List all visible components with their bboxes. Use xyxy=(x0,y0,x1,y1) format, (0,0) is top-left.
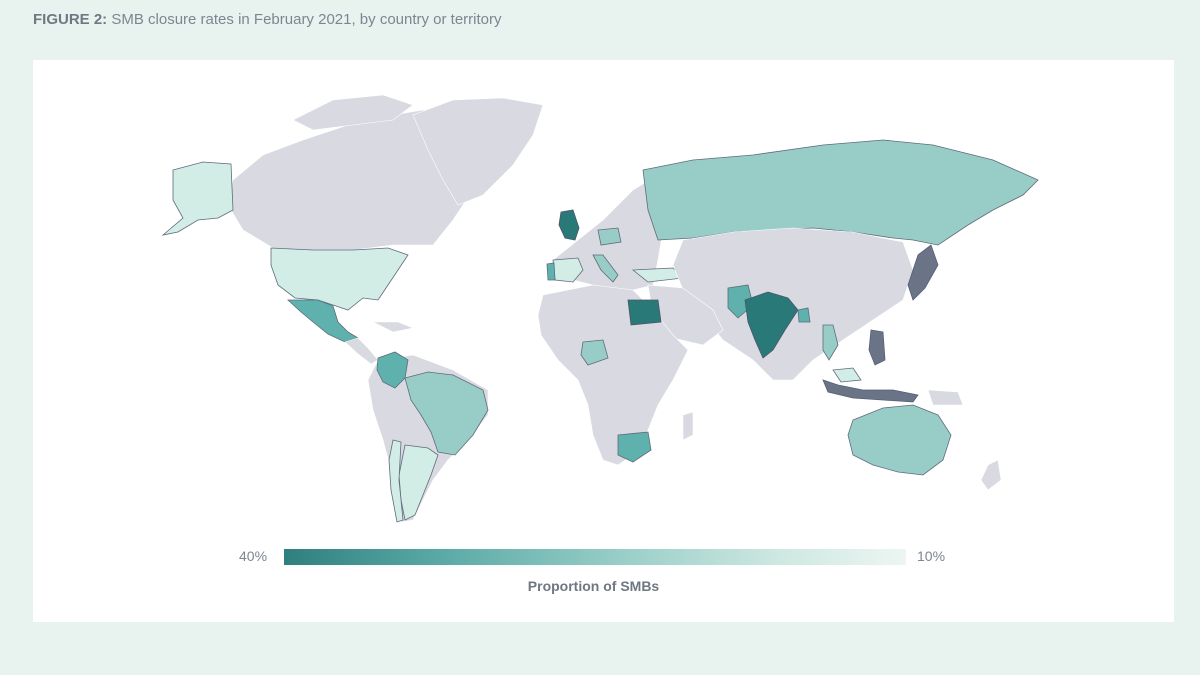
figure-title: FIGURE 2: SMB closure rates in February … xyxy=(33,11,502,28)
region-united-states[interactable] xyxy=(270,247,409,311)
region-colombia[interactable] xyxy=(376,351,409,389)
region-malaysia[interactable] xyxy=(832,367,862,383)
region-portugal[interactable] xyxy=(546,262,556,281)
region-new-zealand[interactable] xyxy=(980,459,1002,491)
region-png[interactable] xyxy=(927,389,964,406)
legend-min-label: 40% xyxy=(239,548,268,564)
region-japan[interactable] xyxy=(907,244,939,301)
figure-label: FIGURE 2: xyxy=(33,11,108,28)
region-australia[interactable] xyxy=(847,404,952,476)
region-italy[interactable] xyxy=(592,254,619,283)
map-card: 40% 10% Proportion of SMBs xyxy=(33,60,1174,622)
region-poland[interactable] xyxy=(597,227,622,246)
region-russia[interactable] xyxy=(642,139,1039,246)
legend-color-scale xyxy=(284,549,906,565)
region-chile[interactable] xyxy=(388,439,404,523)
region-central-america[interactable] xyxy=(344,337,379,365)
region-south-africa[interactable] xyxy=(617,431,652,463)
legend-max-label: 10% xyxy=(917,548,946,564)
region-egypt[interactable] xyxy=(627,299,662,326)
region-indonesia[interactable] xyxy=(822,379,919,403)
region-india[interactable] xyxy=(744,291,799,359)
world-map xyxy=(161,94,1039,523)
region-alaska[interactable] xyxy=(161,161,234,236)
region-arctic-islands[interactable] xyxy=(292,94,414,131)
region-caribbean[interactable] xyxy=(372,321,415,333)
region-united-kingdom[interactable] xyxy=(558,209,580,241)
region-madagascar[interactable] xyxy=(682,411,694,441)
figure-title-text: SMB closure rates in February 2021, by c… xyxy=(111,11,502,28)
region-philippines[interactable] xyxy=(868,329,886,366)
region-brazil[interactable] xyxy=(404,371,489,456)
region-nigeria[interactable] xyxy=(580,339,609,366)
region-vietnam[interactable] xyxy=(822,324,839,361)
region-bangladesh[interactable] xyxy=(797,307,811,323)
region-greenland[interactable] xyxy=(412,97,544,206)
legend-title: Proportion of SMBs xyxy=(527,578,660,594)
